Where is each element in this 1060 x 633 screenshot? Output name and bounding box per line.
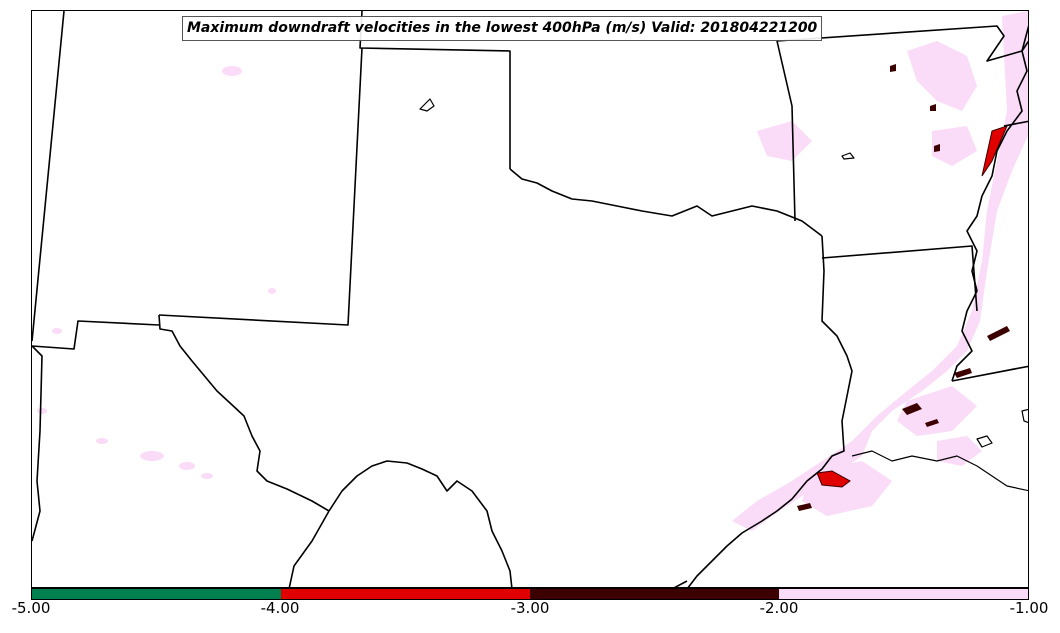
colorbar-bin-1 [32,589,281,599]
colorbar-tick-label: -4.00 [260,599,300,617]
state-boundaries [32,11,1028,587]
strong-downdraft-cores [797,64,1010,511]
light-downdraft-regions [37,11,1028,531]
colorbar-tick-label: -3.00 [510,599,550,617]
colorbar-tick-label: -5.00 [11,599,51,617]
colorbar-tick-label: -1.00 [1009,599,1049,617]
colorbar [31,588,1029,600]
colorbar-bin-3 [530,589,779,599]
map-title: Maximum downdraft velocities in the lowe… [182,16,823,41]
map-panel: Maximum downdraft velocities in the lowe… [31,10,1029,588]
colorbar-bin-4 [779,589,1028,599]
colorbar-bin-2 [281,589,530,599]
colorbar-tick-label: -2.00 [759,599,799,617]
map-canvas [32,11,1028,587]
